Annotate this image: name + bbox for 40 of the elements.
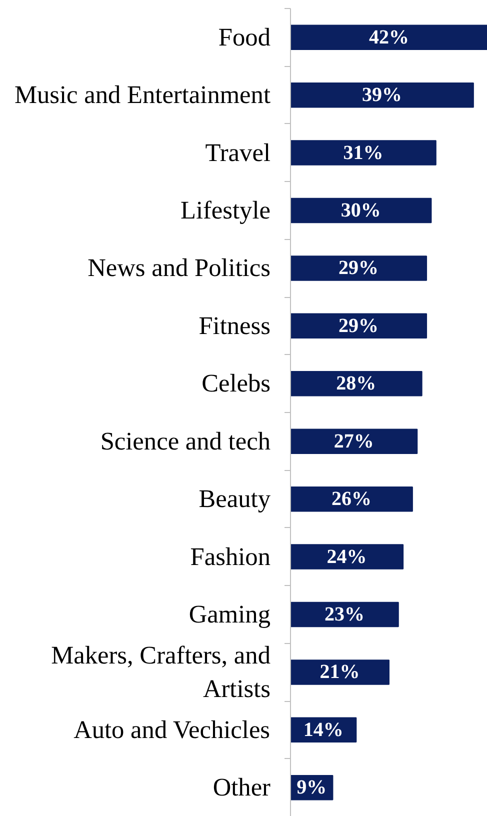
y-tick-label: Travel [205,138,271,167]
data-label: 29% [338,257,379,280]
data-label: 42% [369,26,409,48]
y-tick-label: Beauty [198,485,271,514]
bar [290,313,428,339]
y-tick-label: Fitness [198,312,270,340]
data-label: 23% [324,604,364,626]
data-label: 9% [296,776,327,799]
y-tick-label: Lifestyle [180,196,271,224]
data-label: 24% [326,546,367,568]
bar [290,82,474,108]
bar [290,256,428,281]
y-tick-label: Other [212,774,272,802]
bar [290,428,418,454]
data-label: 14% [303,718,344,741]
bar [290,371,422,396]
y-tick-label: Science and tech [100,427,271,456]
bar [290,602,399,628]
bar [290,486,413,512]
y-tick-label: Music and Entertainment [14,81,271,110]
bar [290,660,390,685]
y-tick-label: Auto and Vechicles [74,716,270,744]
y-tick-label: Celebs [202,370,270,398]
y-tick-label: Food [218,23,271,52]
bar [290,24,487,50]
y-tick-label: News and Politics [88,254,271,282]
data-label: 27% [334,430,374,452]
data-label: 26% [331,488,372,510]
data-label: 30% [340,200,381,222]
y-tick-label: Fashion [190,542,271,571]
y-tick-label: Makers, Crafters, and Artists [51,641,271,704]
data-label: 28% [336,372,376,395]
bar [290,544,404,570]
y-tick-label: Gaming [188,600,271,628]
bar [290,198,432,224]
data-label: 31% [343,142,384,164]
data-label: 39% [362,84,402,106]
data-label: 29% [338,314,379,337]
data-label: 21% [320,661,360,684]
bar [290,140,436,166]
